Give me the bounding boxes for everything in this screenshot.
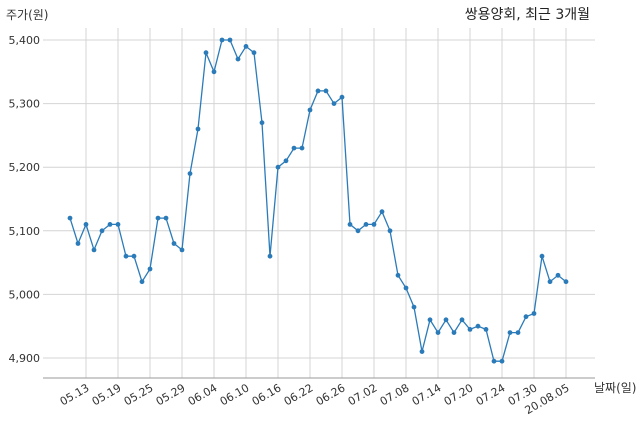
data-point — [539, 253, 545, 259]
data-point — [203, 50, 209, 56]
x-tick-label: 06.22 — [282, 381, 316, 408]
y-tick-label: 5,400 — [9, 34, 41, 47]
data-point — [67, 215, 73, 221]
data-point — [147, 266, 153, 272]
data-point — [171, 241, 177, 246]
data-point — [475, 323, 481, 329]
data-point — [219, 37, 225, 43]
grid-layer — [43, 28, 595, 378]
data-points — [67, 37, 569, 364]
data-point — [387, 228, 393, 234]
data-point — [467, 327, 473, 332]
data-point — [443, 317, 449, 323]
y-tick-labels: 4,900 5,000 5,100 5,200 5,300 5,400 — [9, 34, 41, 365]
data-point — [419, 349, 425, 354]
data-point — [91, 247, 97, 253]
series-line — [69, 39, 567, 362]
data-point — [123, 253, 129, 259]
data-point — [227, 37, 233, 43]
data-point — [347, 222, 353, 227]
data-point — [163, 215, 169, 221]
x-tick-label: 05.25 — [122, 381, 156, 408]
x-axis-label: 날짜(일) — [594, 381, 636, 395]
data-point — [291, 145, 297, 151]
data-point — [99, 228, 105, 234]
data-point — [483, 327, 489, 332]
data-point — [507, 330, 513, 335]
data-point — [339, 94, 345, 100]
y-tick-label: 5,100 — [9, 225, 41, 238]
y-tick-label: 4,900 — [9, 352, 41, 365]
data-point — [83, 222, 89, 227]
y-tick-label: 5,200 — [9, 161, 41, 174]
data-point — [75, 241, 81, 246]
data-point — [139, 279, 145, 285]
x-tick-label: 05.29 — [154, 381, 188, 408]
y-tick-label: 5,300 — [9, 98, 41, 111]
x-tick-label: 07.14 — [410, 381, 444, 408]
data-point — [459, 317, 465, 323]
data-point — [195, 126, 201, 132]
data-point — [427, 317, 433, 323]
x-tick-label: 06.26 — [314, 381, 348, 408]
x-tick-label: 06.10 — [218, 381, 252, 408]
x-tick-label: 06.04 — [186, 381, 220, 408]
x-tick-label: 06.16 — [250, 381, 284, 408]
data-point — [451, 330, 457, 335]
data-point — [395, 272, 401, 278]
data-point — [283, 158, 289, 164]
data-point — [235, 56, 241, 62]
data-point — [259, 120, 265, 126]
data-point — [131, 253, 137, 259]
y-tick-label: 5,000 — [9, 288, 41, 301]
data-point — [275, 164, 281, 170]
data-point — [187, 171, 193, 177]
data-point — [411, 304, 417, 310]
data-point — [523, 314, 529, 320]
data-point — [403, 285, 409, 291]
chart-title: 쌍용양회, 최근 3개월 — [465, 7, 590, 23]
data-point — [251, 50, 257, 56]
data-point — [323, 88, 329, 94]
x-tick-label: 07.02 — [346, 381, 380, 408]
data-point — [355, 228, 361, 234]
data-point — [435, 330, 441, 335]
x-tick-label: 05.13 — [58, 381, 92, 408]
data-point — [315, 88, 321, 94]
data-point — [299, 145, 305, 151]
data-point — [499, 358, 505, 364]
data-point — [563, 279, 569, 285]
data-point — [115, 222, 121, 227]
data-point — [371, 222, 377, 227]
x-tick-label: 05.19 — [90, 381, 124, 408]
x-tick-label: 07.24 — [474, 381, 508, 408]
x-tick-label: 07.08 — [378, 381, 412, 408]
x-tick-label: 07.20 — [442, 381, 476, 408]
data-point — [555, 272, 561, 278]
data-point — [491, 358, 497, 364]
data-point — [307, 107, 313, 113]
data-point — [331, 101, 337, 106]
data-point — [179, 247, 185, 253]
data-point — [515, 330, 521, 335]
x-tick-labels: 05.1305.1905.2505.2906.0406.1006.1606.22… — [58, 381, 572, 417]
data-point — [155, 215, 161, 221]
data-point — [547, 279, 553, 285]
data-point — [267, 253, 273, 259]
data-point — [211, 69, 217, 75]
data-point — [531, 311, 537, 316]
data-point — [379, 209, 385, 215]
data-point — [243, 44, 249, 49]
data-point — [107, 222, 113, 227]
data-point — [363, 222, 369, 227]
y-axis-label: 주가(원) — [6, 8, 48, 22]
